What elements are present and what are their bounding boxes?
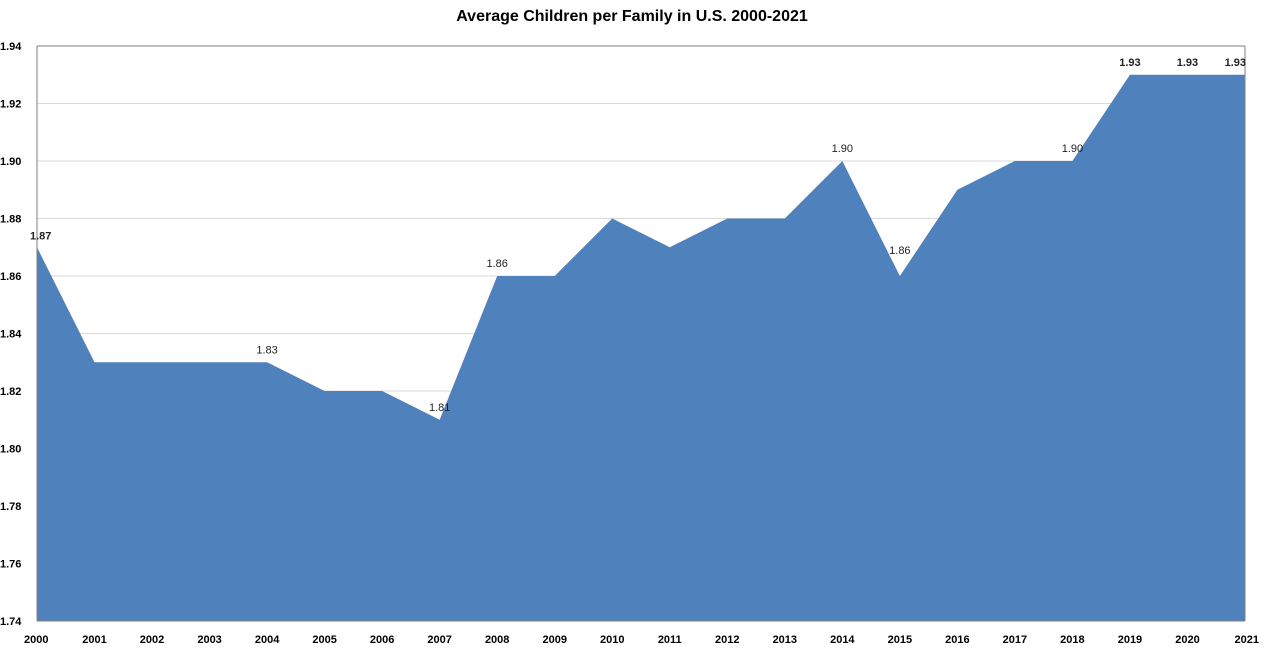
data-label: 1.90 — [1062, 143, 1083, 155]
x-tick-labels: 2000 2001 2002 2003 2004 2005 2006 2007 2008 2009… — [24, 634, 1259, 646]
data-label: 1.90 — [832, 143, 853, 155]
x-tick-label: 2008 — [485, 634, 509, 646]
x-tick-label: 2004 — [255, 634, 280, 646]
x-tick-label: 2021 — [1235, 634, 1259, 646]
y-tick-label: 1.78 — [0, 501, 21, 513]
y-tick-label: 1.90 — [0, 156, 21, 168]
x-tick-label: 2007 — [427, 634, 451, 646]
chart-title: Average Children per Family in U.S. 2000… — [456, 8, 808, 25]
x-tick-label: 2018 — [1060, 634, 1084, 646]
y-tick-labels: 1.74 1.76 1.78 1.80 1.82 1.84 1.86 1.88 1.90 1.92… — [0, 41, 22, 628]
data-label: 1.93 — [1225, 57, 1246, 69]
data-label: 1.83 — [256, 344, 277, 356]
y-tick-label: 1.82 — [0, 386, 21, 398]
y-tick-label: 1.94 — [0, 41, 22, 53]
area-fill — [37, 74, 1245, 621]
y-tick-label: 1.92 — [0, 99, 21, 111]
data-labels: 1.87 1.83 1.81 1.86 1.90 1.86 1.90 1.93 1.93 1.93 — [30, 57, 1246, 414]
data-label: 1.93 — [1177, 57, 1198, 69]
x-tick-label: 2000 — [24, 634, 48, 646]
x-tick-label: 2019 — [1118, 634, 1142, 646]
y-tick-label: 1.84 — [0, 329, 22, 341]
area-series — [37, 74, 1245, 621]
data-label: 1.87 — [30, 230, 51, 242]
x-tick-label: 2020 — [1175, 634, 1199, 646]
x-tick-label: 2015 — [888, 634, 912, 646]
x-tick-label: 2017 — [1003, 634, 1027, 646]
data-label: 1.86 — [486, 258, 507, 270]
x-tick-label: 2016 — [945, 634, 969, 646]
y-tick-label: 1.86 — [0, 271, 21, 283]
x-tick-label: 2011 — [658, 634, 682, 646]
y-tick-label: 1.76 — [0, 559, 21, 571]
y-tick-label: 1.80 — [0, 444, 21, 456]
data-label: 1.86 — [889, 245, 910, 257]
x-tick-label: 2003 — [197, 634, 221, 646]
y-tick-label: 1.74 — [0, 616, 22, 628]
axes — [36, 45, 1246, 622]
y-tick-label: 1.88 — [0, 214, 21, 226]
x-tick-label: 2006 — [370, 634, 394, 646]
data-label: 1.81 — [429, 402, 450, 414]
x-tick-label: 2010 — [600, 634, 624, 646]
x-tick-label: 2013 — [773, 634, 797, 646]
x-tick-label: 2005 — [312, 634, 336, 646]
x-tick-label: 2012 — [715, 634, 739, 646]
x-tick-label: 2001 — [82, 634, 106, 646]
data-label: 1.93 — [1119, 57, 1140, 69]
x-tick-label: 2014 — [830, 634, 855, 646]
x-tick-label: 2009 — [542, 634, 566, 646]
x-tick-label: 2002 — [140, 634, 164, 646]
